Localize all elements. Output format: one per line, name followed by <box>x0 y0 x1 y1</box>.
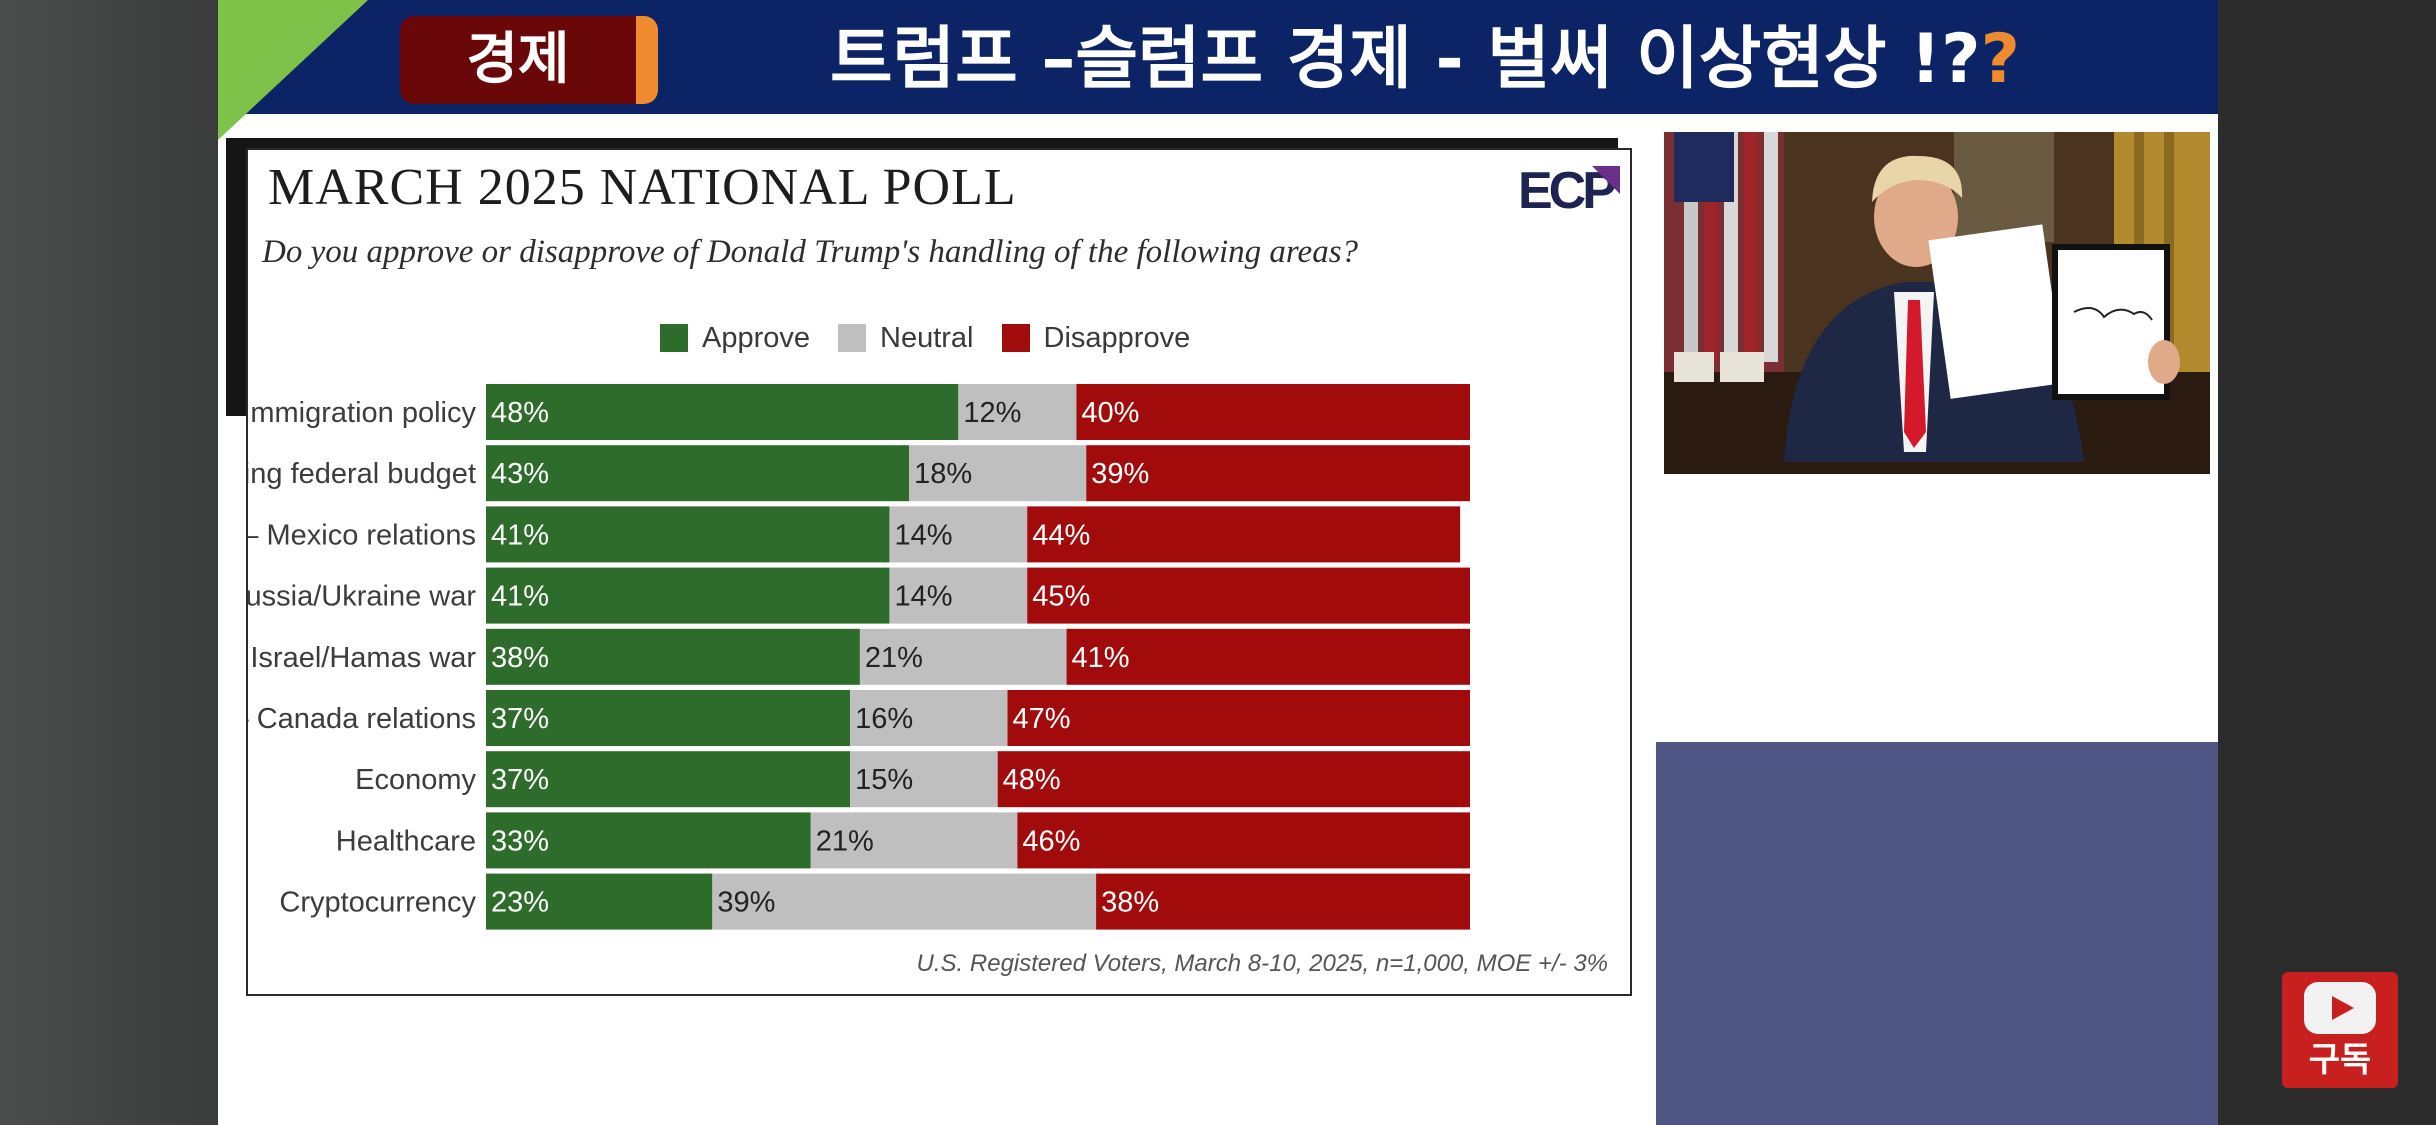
headline-accent-mark: ? <box>1980 20 2021 99</box>
bar-disapprove-economy <box>997 751 1470 808</box>
bar-neutral-economy <box>850 751 998 808</box>
legend-swatch-disapprove <box>1001 324 1030 352</box>
bar-approve-us-canada-relations <box>486 690 851 746</box>
bar-disapprove-balancing-federal-budget <box>1086 445 1470 502</box>
tag-accent-stripe <box>636 16 658 104</box>
legend-label-neutral: Neutral <box>880 321 974 354</box>
bar-neutral-cryptocurrency <box>712 873 1097 930</box>
value-label-neutral-immigration-policy: 12% <box>963 397 1021 429</box>
bar-approve-immigration-policy <box>486 384 959 440</box>
value-label-disapprove-israel-hamas-war: 41% <box>1072 642 1130 674</box>
value-label-disapprove-economy: 48% <box>1003 764 1061 796</box>
poll-chart: MARCH 2025 NATIONAL POLL ECP Do you appr… <box>246 148 1632 996</box>
youtube-play-icon <box>2304 982 2376 1034</box>
chart-plot: Immigration policy 48% 12% 40% Balancing fed… <box>248 384 1470 930</box>
bar-neutral-israel-hamas-war <box>859 628 1067 685</box>
value-label-disapprove-us-canada-relations: 47% <box>1013 703 1071 735</box>
legend-item-approve: Approve <box>660 322 810 355</box>
bar-neutral-us-mexico-relations <box>889 506 1028 563</box>
green-corner-decoration <box>218 0 368 140</box>
bar-approve-us-mexico-relations <box>486 506 890 563</box>
legend-item-disapprove: Disapprove <box>1001 321 1191 355</box>
value-label-disapprove-russia-ukraine-war: 45% <box>1032 581 1090 613</box>
bar-disapprove-us-canada-relations <box>1007 690 1470 746</box>
chart-source-note: U.S. Registered Voters, March 8-10, 2025… <box>916 950 1608 977</box>
value-label-approve-us-canada-relations: 37% <box>491 703 549 735</box>
bar-approve-healthcare <box>486 812 811 869</box>
category-label-israel-hamas-war: Israel/Hamas war <box>250 642 476 674</box>
bar-approve-balancing-federal-budget <box>486 445 910 502</box>
bar-neutral-us-canada-relations <box>850 690 1008 746</box>
bar-approve-israel-hamas-war <box>486 628 860 685</box>
bar-approve-russia-ukraine-war <box>486 567 890 624</box>
value-label-approve-us-mexico-relations: 41% <box>491 519 549 551</box>
category-label-healthcare: Healthcare <box>336 825 476 857</box>
subscribe-button[interactable]: 구독 <box>2282 972 2398 1088</box>
value-label-disapprove-balancing-federal-budget: 39% <box>1091 458 1149 490</box>
category-label-immigration-policy: Immigration policy <box>248 397 476 429</box>
bar-neutral-russia-ukraine-war <box>889 567 1028 624</box>
category-label-economy: Economy <box>355 764 476 796</box>
value-label-neutral-balancing-federal-budget: 18% <box>914 458 972 490</box>
category-label-russia-ukraine-war: Russia/Ukraine war <box>248 581 476 613</box>
value-label-approve-healthcare: 33% <box>491 825 549 857</box>
value-label-neutral-russia-ukraine-war: 14% <box>894 581 952 613</box>
bar-disapprove-us-mexico-relations <box>1027 506 1461 563</box>
photo-illustration <box>1664 132 2210 474</box>
bar-disapprove-immigration-policy <box>1076 384 1470 440</box>
category-label-balancing-federal-budget: Balancing federal budget <box>248 458 476 490</box>
value-label-disapprove-cryptocurrency: 38% <box>1101 887 1159 919</box>
legend-label-disapprove: Disapprove <box>1043 321 1191 354</box>
side-panel <box>1656 742 2218 1125</box>
bar-neutral-balancing-federal-budget <box>909 445 1087 502</box>
legend-item-neutral: Neutral <box>838 322 974 355</box>
value-label-approve-balancing-federal-budget: 43% <box>491 458 549 490</box>
value-label-neutral-cryptocurrency: 39% <box>717 887 775 919</box>
value-label-neutral-healthcare: 21% <box>816 825 874 857</box>
document-shape <box>1928 224 2065 399</box>
value-label-approve-israel-hamas-war: 38% <box>491 642 549 674</box>
flag-icon <box>1674 132 1778 362</box>
value-label-approve-russia-ukraine-war: 41% <box>491 581 549 613</box>
bar-disapprove-israel-hamas-war <box>1066 628 1470 685</box>
slide-header: 경제 트럼프 –슬럼프 경제 - 벌써 이상현상 !?? <box>218 0 2218 140</box>
value-label-approve-immigration-policy: 48% <box>491 397 549 429</box>
bar-disapprove-cryptocurrency <box>1096 873 1470 930</box>
bar-neutral-immigration-policy <box>958 384 1077 440</box>
bar-approve-cryptocurrency <box>486 873 713 930</box>
bar-approve-economy <box>486 751 851 808</box>
headline-text: 트럼프 –슬럼프 경제 - 벌써 이상현상 !? <box>830 20 1981 99</box>
category-label-us-canada-relations: US – Canada relations <box>248 703 476 735</box>
bar-disapprove-healthcare <box>1017 812 1470 869</box>
value-label-approve-economy: 37% <box>491 764 549 796</box>
value-label-neutral-us-canada-relations: 16% <box>855 703 913 735</box>
value-label-neutral-israel-hamas-war: 21% <box>865 642 923 674</box>
subscribe-label: 구독 <box>2308 1040 2372 1080</box>
category-tag: 경제 <box>400 16 658 104</box>
legend-swatch-approve <box>660 324 688 352</box>
chart-question: Do you approve or disapprove of Donald T… <box>262 234 1359 270</box>
value-label-disapprove-healthcare: 46% <box>1022 825 1080 857</box>
category-label: 경제 <box>466 27 570 92</box>
value-label-neutral-us-mexico-relations: 14% <box>894 519 952 551</box>
bar-disapprove-russia-ukraine-war <box>1027 567 1470 624</box>
chart-legend: Approve Neutral Disapprove <box>660 318 1218 358</box>
bar-neutral-healthcare <box>810 812 1018 869</box>
ecp-logo: ECP <box>1518 162 1620 216</box>
category-label-cryptocurrency: Cryptocurrency <box>279 887 476 919</box>
value-label-disapprove-us-mexico-relations: 44% <box>1032 519 1090 551</box>
slide: 경제 트럼프 –슬럼프 경제 - 벌써 이상현상 !?? MARCH 2025 … <box>218 0 2218 1125</box>
value-label-neutral-economy: 15% <box>855 764 913 796</box>
news-photo <box>1664 132 2210 474</box>
legend-label-approve: Approve <box>702 321 811 354</box>
headline: 트럼프 –슬럼프 경제 - 벌써 이상현상 !?? <box>830 10 2020 110</box>
chart-title: MARCH 2025 NATIONAL POLL <box>268 159 1017 216</box>
value-label-disapprove-immigration-policy: 40% <box>1081 397 1139 429</box>
value-label-approve-cryptocurrency: 23% <box>491 887 549 919</box>
category-label-us-mexico-relations: US – Mexico relations <box>248 519 476 551</box>
legend-swatch-neutral <box>838 324 867 352</box>
